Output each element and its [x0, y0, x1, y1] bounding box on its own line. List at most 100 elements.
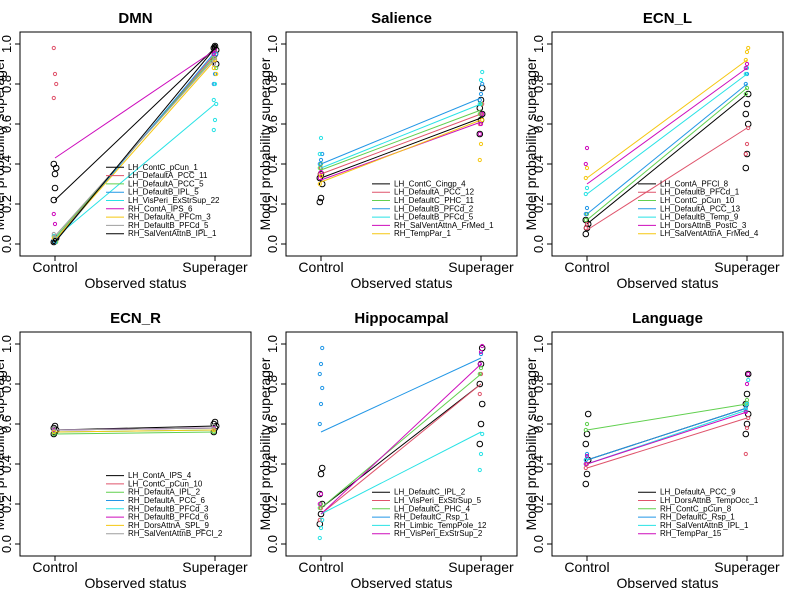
superager-point: [476, 380, 484, 388]
control-point: [584, 205, 590, 211]
fit-line: [320, 363, 482, 515]
legend-entry: LH_DefaultA_PCC_11: [128, 171, 208, 180]
superager-point: [478, 365, 484, 371]
superager-point: [743, 91, 748, 97]
y-tick-label: 0.0: [531, 535, 546, 553]
legend-entry: RH_DefaultB_PFCd_5: [128, 221, 209, 230]
legend-entry: LH_ContA_PFCl_8: [660, 179, 729, 188]
series-LH_DefaultB_Temp_9: [583, 65, 750, 197]
control-point: [582, 480, 590, 488]
y-tick-label: 0.2: [0, 195, 14, 213]
y-tick-label: 1.0: [0, 335, 14, 353]
y-tick-label: 0.8: [0, 375, 14, 393]
control-point: [317, 505, 322, 511]
y-tick-label: 0.6: [0, 115, 14, 133]
superager-point: [480, 343, 485, 349]
fit-line: [54, 57, 216, 237]
x-axis-label: Observed status: [617, 275, 719, 291]
superager-point: [477, 111, 482, 117]
control-point: [52, 221, 58, 227]
control-point: [52, 237, 58, 243]
control-point: [584, 410, 592, 418]
legend-entry: RH_SalVentAttnB_PFCl_2: [128, 529, 223, 538]
superager-point: [744, 61, 750, 67]
control-point: [320, 385, 325, 391]
x-axis-label: Observed status: [85, 275, 187, 291]
series-RH_TempPar_15: [583, 371, 751, 467]
superager-point: [742, 430, 750, 438]
control-point: [320, 517, 325, 523]
legend-entry: RH_Limbic_TempPole_12: [394, 521, 487, 530]
control-point: [583, 161, 588, 167]
panel-hippocampal: Hippocampal 0.0 0.2 0.4 0.6 0.8 1.0 Model proba…: [257, 310, 518, 591]
superager-point: [480, 69, 485, 75]
y-tick-label: 0.0: [265, 235, 280, 253]
legend-entry: LH_ContC_pCun_10: [660, 196, 735, 205]
control-point: [318, 135, 324, 141]
y-tick-label: 1.0: [531, 35, 546, 53]
control-point: [50, 160, 58, 168]
y-tick-label: 0.6: [0, 415, 14, 433]
y-tick-label: 0.8: [0, 75, 14, 93]
series-RH_DefaultB_PFCd_5: [51, 55, 218, 241]
control-point: [318, 169, 324, 175]
control-point: [318, 491, 324, 497]
superager-point: [744, 381, 750, 387]
fit-line: [54, 431, 216, 435]
x-axis-label: Observed status: [351, 275, 453, 291]
fit-line: [586, 73, 748, 195]
y-tick-label: 0.0: [0, 235, 14, 253]
superager-point: [742, 164, 750, 172]
superager-point: [478, 121, 484, 127]
superager-point: [744, 90, 752, 98]
plot-frame: [19, 31, 252, 257]
series-LH_DefaultA_PCC_13: [583, 71, 750, 217]
y-tick-label: 0.8: [531, 375, 546, 393]
series-LH_DefaultA_PCC_9: [582, 370, 752, 488]
fit-line: [586, 411, 748, 465]
legend-entry: RH_SalVentAttnA_FrMed_1: [394, 221, 494, 230]
superager-point: [476, 440, 484, 448]
control-point: [51, 95, 56, 101]
fit-line: [586, 67, 748, 185]
control-point: [318, 525, 324, 531]
control-point: [317, 501, 322, 507]
superager-point: [212, 55, 218, 61]
control-point: [584, 165, 590, 171]
control-point: [52, 235, 58, 241]
superager-point: [743, 407, 748, 413]
legend-entry: RH_DefaultB_PFCd_3: [128, 504, 209, 513]
x-axis-label: Observed status: [85, 575, 187, 591]
y-tick-label: 0.0: [531, 235, 546, 253]
control-point: [584, 451, 590, 457]
chart-title: Language: [632, 310, 703, 327]
superager-point: [212, 43, 218, 49]
fit-line: [320, 109, 482, 171]
control-point: [582, 230, 590, 238]
plot-frame: [551, 331, 784, 557]
x-tick-label: Superager: [448, 559, 514, 575]
fit-line: [54, 47, 216, 201]
series-LH_DefaultB_PFCd_5: [317, 69, 485, 169]
superager-point: [211, 51, 216, 57]
legend-entry: RH_ContA_IPS_6: [128, 204, 193, 213]
legend-entry: LH_ContC_pCun_1: [128, 163, 198, 172]
legend-entry: LH_DefaultA_PCC_5: [128, 179, 204, 188]
control-point: [51, 211, 56, 217]
control-point: [317, 421, 322, 427]
panel-ecn-l: ECN_L 0.0 0.2 0.4 0.6 0.8 1.0 Model probability…: [523, 10, 784, 291]
fit-line: [586, 403, 748, 431]
legend-entry: LH_SalVentAttnA_FrMed_4: [660, 229, 759, 238]
legend: LH_DefaultA_PCC_9LH_DorsAttnB_TempOcc_1R…: [638, 488, 759, 538]
x-tick-label: Control: [564, 259, 609, 275]
legend-entry: LH_DefaultB_Temp_9: [660, 213, 739, 222]
control-point: [318, 464, 326, 472]
control-point: [317, 470, 325, 478]
control-point: [51, 425, 56, 431]
y-tick-label: 0.4: [265, 155, 280, 173]
control-point: [320, 345, 325, 351]
control-point: [584, 455, 590, 461]
y-tick-label: 0.4: [531, 455, 546, 473]
control-point: [317, 371, 322, 377]
